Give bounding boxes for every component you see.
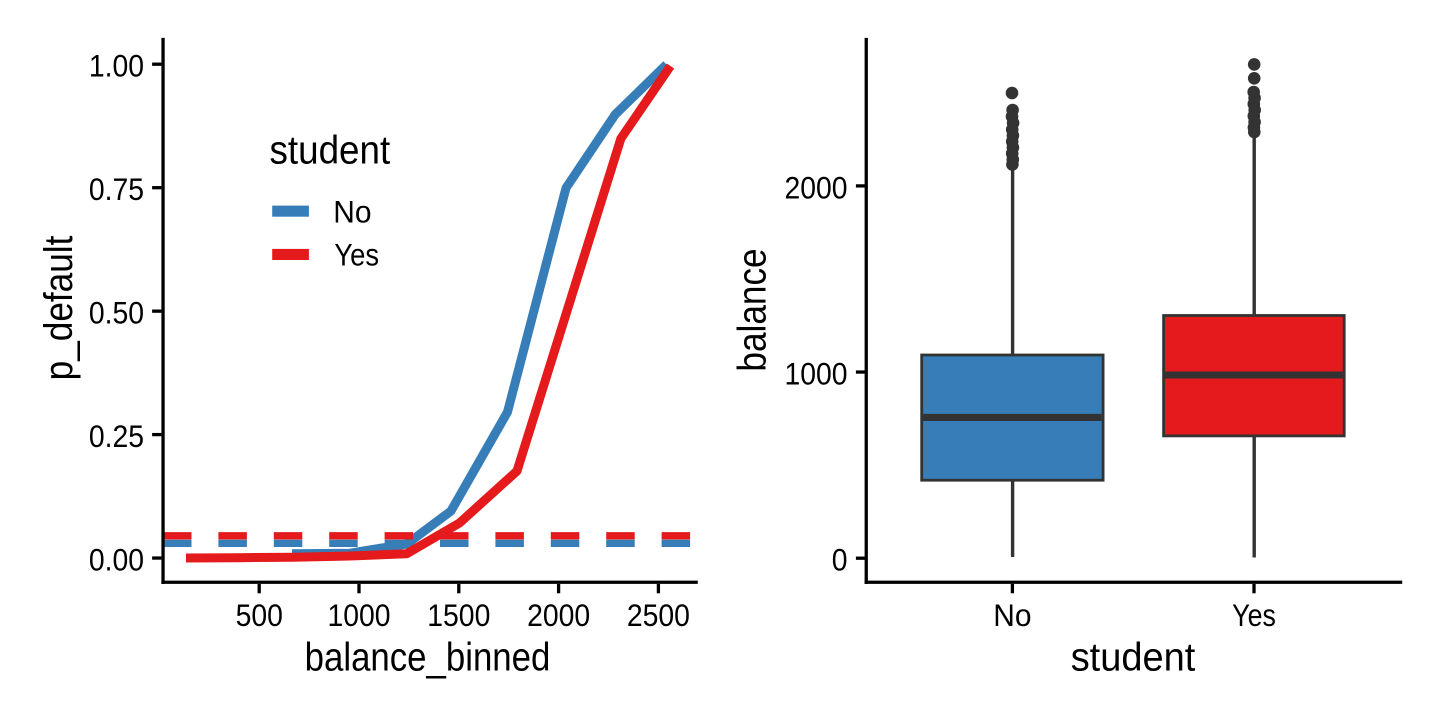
- svg-text:0.75: 0.75: [89, 173, 144, 208]
- svg-text:0: 0: [832, 543, 848, 578]
- svg-text:2500: 2500: [627, 599, 690, 634]
- svg-text:1000: 1000: [784, 357, 847, 392]
- svg-text:1500: 1500: [427, 599, 490, 634]
- svg-text:2000: 2000: [784, 171, 847, 206]
- svg-text:2000: 2000: [527, 599, 590, 634]
- svg-text:Yes: Yes: [334, 238, 379, 273]
- svg-text:balance_binned: balance_binned: [305, 634, 551, 679]
- svg-text:balance: balance: [729, 248, 774, 371]
- svg-text:p_default: p_default: [36, 235, 81, 380]
- svg-text:1.00: 1.00: [89, 49, 144, 84]
- svg-text:1000: 1000: [327, 599, 390, 634]
- svg-text:0.50: 0.50: [89, 296, 144, 331]
- svg-text:0.00: 0.00: [89, 543, 144, 578]
- svg-text:student: student: [270, 128, 391, 173]
- svg-text:0.25: 0.25: [89, 420, 144, 455]
- svg-text:No: No: [993, 597, 1031, 633]
- svg-text:500: 500: [236, 599, 283, 634]
- svg-text:Yes: Yes: [1232, 599, 1276, 633]
- svg-text:student: student: [1071, 636, 1196, 680]
- svg-text:No: No: [333, 194, 371, 230]
